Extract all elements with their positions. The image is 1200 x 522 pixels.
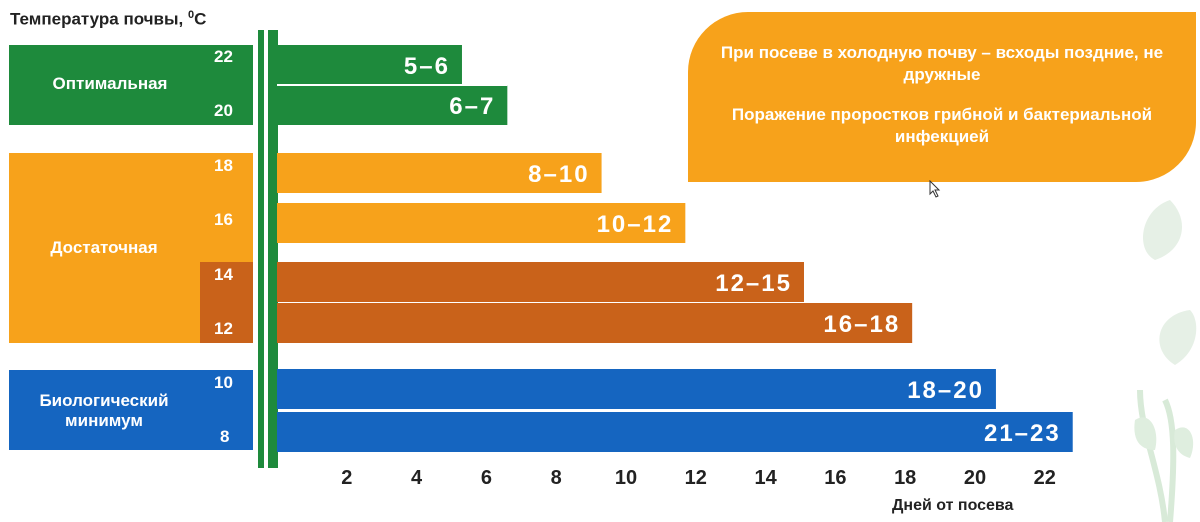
info-callout: При посеве в холодную почву – всходы поз…	[688, 12, 1196, 182]
temp-tick-10: 10	[214, 373, 233, 392]
y-axis-inner-stripe	[264, 30, 268, 468]
x-tick-16: 16	[824, 467, 846, 489]
x-tick-14: 14	[754, 467, 777, 489]
temp-tick-16: 16	[214, 210, 233, 229]
callout-line-1: При посеве в холодную почву – всходы поз…	[720, 43, 1164, 84]
x-tick-2: 2	[341, 467, 352, 489]
bar-label-20: 6–7	[449, 93, 495, 120]
x-tick-6: 6	[481, 467, 492, 489]
mouse-cursor-icon	[929, 180, 941, 198]
bar-label-22: 5–6	[404, 53, 450, 80]
temp-tick-12: 12	[214, 319, 233, 338]
x-tick-12: 12	[685, 467, 707, 489]
callout-line-2: Поражение проростков грибной и бактериал…	[731, 105, 1153, 146]
bar-16	[277, 203, 686, 243]
bar-8	[277, 412, 1073, 452]
bar-label-12: 16–18	[823, 311, 900, 338]
temp-tick-18: 18	[214, 156, 233, 175]
x-tick-22: 22	[1034, 467, 1056, 489]
x-axis-title: Дней от посева	[892, 497, 1014, 514]
y-axis-line	[258, 30, 278, 468]
bar-20	[277, 85, 508, 125]
x-tick-8: 8	[551, 467, 562, 489]
temp-tick-14: 14	[214, 265, 233, 284]
zone-minimum-label: Биологический минимум	[39, 391, 169, 430]
bar-label-16: 10–12	[597, 211, 674, 238]
zone-sufficient-dark-block	[200, 262, 253, 343]
bar-label-10: 18–20	[907, 377, 984, 404]
decorative-leaves-icon	[1134, 200, 1197, 522]
x-tick-10: 10	[615, 467, 637, 489]
zone-optimal-block	[9, 45, 253, 125]
y-axis-title: Температура почвы, 0С	[10, 9, 207, 29]
zone-sufficient-label: Достаточная	[50, 238, 158, 257]
bar-18	[277, 153, 602, 193]
temp-tick-8: 8	[220, 427, 230, 446]
x-tick-4: 4	[411, 467, 423, 489]
temp-tick-20: 20	[214, 101, 233, 120]
bar-10	[277, 369, 996, 409]
bar-14	[277, 262, 804, 302]
zone-minimum-block	[9, 370, 253, 450]
temp-tick-22: 22	[214, 47, 233, 66]
x-tick-18: 18	[894, 467, 916, 489]
zone-optimal-label: Оптимальная	[52, 74, 168, 93]
bar-22	[277, 45, 462, 85]
bar-12	[277, 303, 913, 343]
x-tick-20: 20	[964, 467, 986, 489]
bar-label-14: 12–15	[715, 270, 792, 297]
bar-label-18: 8–10	[528, 161, 589, 188]
bar-label-8: 21–23	[984, 420, 1061, 447]
